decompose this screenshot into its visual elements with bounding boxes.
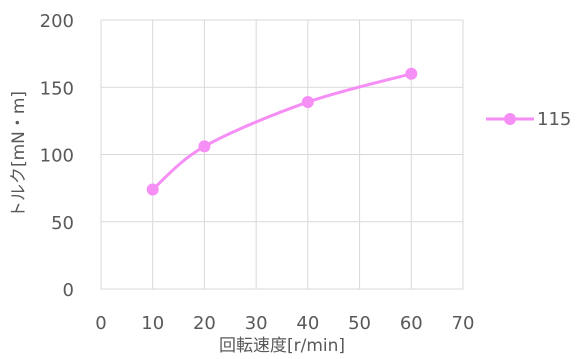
x-tick-0: 0: [95, 313, 106, 334]
x-tick-70: 70: [452, 313, 475, 334]
series-line-115: [151, 72, 412, 191]
data-point-115-40: [301, 96, 314, 109]
x-tick-labels: 0 10 20 30 40 50 60 70: [95, 313, 474, 334]
series-layer: [146, 67, 418, 196]
x-tick-20: 20: [193, 313, 216, 334]
y-tick-labels: 0 50 100 150 200: [40, 11, 74, 301]
legend: 115: [486, 109, 571, 130]
x-axis-title: 回転速度[r/min]: [219, 336, 345, 356]
y-tick-50: 50: [51, 213, 74, 234]
data-point-115-20: [198, 140, 211, 153]
x-tick-30: 30: [245, 313, 268, 334]
plot-area: [100, 19, 464, 290]
data-point-115-10: [146, 183, 159, 196]
y-tick-0: 0: [63, 280, 74, 301]
y-tick-200: 200: [40, 11, 74, 32]
x-tick-60: 60: [400, 313, 423, 334]
data-point-115-60: [405, 67, 418, 80]
gridlines: [100, 19, 464, 290]
y-axis-title: トルク[mN・m]: [9, 91, 29, 218]
x-tick-40: 40: [296, 313, 319, 334]
legend-label-115: 115: [537, 109, 571, 130]
legend-marker-115: [504, 113, 516, 125]
x-tick-50: 50: [348, 313, 371, 334]
y-tick-150: 150: [40, 78, 74, 99]
x-tick-10: 10: [141, 313, 164, 334]
y-tick-100: 100: [40, 146, 74, 167]
